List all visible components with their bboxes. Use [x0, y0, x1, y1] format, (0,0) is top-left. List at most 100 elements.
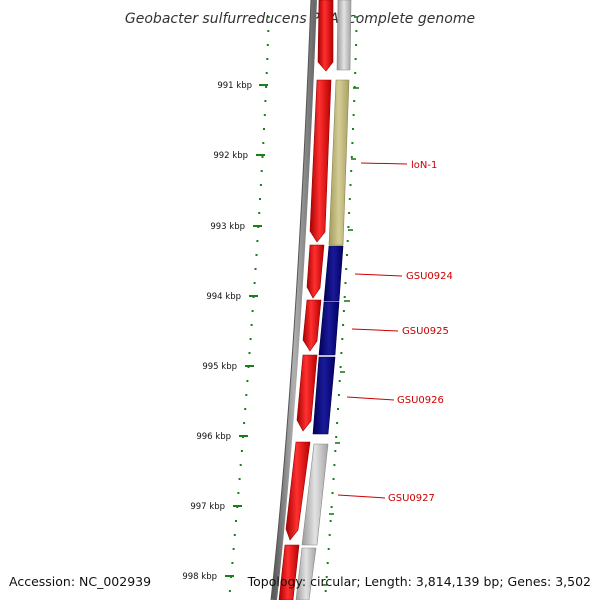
- kbp-tick-label: 996 kbp: [196, 432, 231, 442]
- gene-arrow-forward[interactable]: [285, 441, 311, 541]
- minor-tick-dot: [258, 212, 261, 214]
- gene-arrow-forward[interactable]: [302, 299, 322, 352]
- minor-tick-dot: [343, 296, 346, 298]
- gene-arrow-forward[interactable]: [309, 79, 332, 243]
- forward-strand-genes: [278, 0, 334, 600]
- minor-tick-dot: [348, 212, 351, 214]
- right-minor-dots: [324, 30, 358, 592]
- minor-tick-dot: [352, 128, 354, 130]
- minor-tick-dot: [228, 590, 231, 592]
- minor-tick-dot: [262, 142, 265, 144]
- minor-tick-dot: [255, 254, 258, 256]
- minor-tick-dot: [325, 576, 328, 578]
- minor-tick-dot: [248, 352, 251, 354]
- minor-tick-dot: [240, 450, 243, 452]
- gene-block-unlabeled[interactable]: [336, 0, 352, 71]
- gene-block-loN-1[interactable]: [328, 79, 350, 246]
- gene-label-GSU0927[interactable]: GSU0927: [388, 493, 435, 504]
- minor-tick-dot: [342, 310, 345, 312]
- gene-arrow-forward[interactable]: [296, 354, 318, 432]
- gene-label-GSU0926[interactable]: GSU0926: [397, 395, 444, 406]
- topology-label: Topology: circular; Length: 3,814,139 bp…: [247, 574, 591, 589]
- minor-tick-dot: [263, 114, 266, 116]
- reverse-strand-genes: [295, 0, 352, 600]
- minor-tick-dot: [351, 142, 354, 144]
- minor-tick-dot: [335, 436, 338, 438]
- minor-tick-dot: [253, 282, 256, 284]
- minor-tick-dot: [250, 324, 253, 326]
- minor-tick-dot: [261, 156, 264, 158]
- leader-line: [346, 396, 395, 401]
- minor-tick-dot: [355, 30, 358, 32]
- kbp-tick-label: 993 kbp: [210, 222, 245, 232]
- genome-backbone-edge: [270, 0, 312, 600]
- minor-tick-dot: [232, 548, 235, 550]
- minor-tick-dot: [353, 86, 356, 88]
- minor-tick-dot: [333, 464, 336, 466]
- minor-tick-dot: [254, 268, 257, 270]
- minor-tick-dot: [259, 198, 261, 200]
- minor-tick-dot: [345, 268, 348, 270]
- minor-tick-dot: [332, 478, 335, 480]
- gene-label-loN-1[interactable]: loN-1: [411, 160, 437, 171]
- minor-tick-dot: [346, 240, 349, 242]
- minor-tick-dot: [231, 562, 234, 564]
- leader-line: [337, 494, 386, 499]
- minor-tick-dot: [243, 422, 246, 424]
- minor-tick-dot: [338, 380, 341, 382]
- gene-arrow-forward[interactable]: [278, 544, 300, 600]
- kbp-tick-label: 995 kbp: [202, 362, 237, 372]
- minor-tick-dot: [245, 394, 248, 396]
- kbp-tick-label: 998 kbp: [182, 572, 217, 582]
- minor-tick-dot: [344, 282, 347, 284]
- minor-tick-dot: [350, 156, 353, 158]
- minor-tick-dot: [340, 352, 343, 354]
- leader-line: [354, 273, 403, 277]
- gene-arrow-forward[interactable]: [317, 0, 334, 72]
- minor-tick-dot: [244, 408, 247, 410]
- minor-tick-dot: [249, 338, 252, 340]
- minor-tick-dot: [233, 534, 236, 536]
- minor-tick-dot: [346, 254, 348, 256]
- gene-block-unlabeled[interactable]: [295, 547, 317, 600]
- minor-tick-dot: [235, 520, 237, 522]
- minor-tick-dot: [256, 240, 259, 242]
- minor-tick-dot: [353, 100, 356, 102]
- kbp-ruler: 991 kbp 992 kbp 993 kbp 994 kbp 995 kbp …: [182, 81, 268, 582]
- minor-tick-dot: [354, 58, 357, 60]
- minor-tick-dot: [328, 534, 331, 536]
- kbp-tick-label: 991 kbp: [217, 81, 252, 91]
- gene-block-GSU0925[interactable]: [318, 301, 340, 356]
- minor-tick-dot: [263, 128, 265, 130]
- minor-tick-dot: [352, 114, 355, 116]
- minor-tick-dot: [342, 324, 345, 326]
- minor-tick-dot: [334, 450, 337, 452]
- minor-tick-dot: [348, 198, 351, 200]
- kbp-tick-label: 992 kbp: [213, 151, 248, 161]
- gene-block-GSU0926[interactable]: [312, 356, 336, 435]
- gene-block-GSU0924[interactable]: [323, 245, 344, 302]
- minor-tick-dot: [330, 506, 333, 508]
- minor-tick-dot: [337, 408, 339, 410]
- minor-tick-dot: [237, 492, 240, 494]
- minor-tick-dot: [259, 184, 262, 186]
- minor-tick-dot: [324, 590, 327, 592]
- minor-tick-dot: [260, 170, 263, 172]
- minor-tick-dot: [267, 16, 270, 18]
- minor-tick-dot: [341, 338, 344, 340]
- gene-label-GSU0924[interactable]: GSU0924: [406, 271, 453, 282]
- minor-tick-dot: [347, 226, 350, 228]
- minor-tick-dot: [238, 478, 241, 480]
- gene-label-GSU0925[interactable]: GSU0925: [402, 326, 449, 337]
- minor-tick-dot: [349, 184, 352, 186]
- minor-tick-dot: [350, 170, 353, 172]
- minor-tick-dot: [266, 58, 269, 60]
- gene-block-GSU0927[interactable]: [301, 443, 329, 546]
- minor-tick-dot: [354, 72, 357, 74]
- minor-tick-dot: [239, 464, 242, 466]
- gene-arrow-forward[interactable]: [306, 244, 325, 299]
- leader-line: [351, 328, 399, 332]
- minor-tick-dot: [355, 44, 358, 46]
- map-title: Geobacter sulfurreducens PCA, complete g…: [125, 11, 475, 27]
